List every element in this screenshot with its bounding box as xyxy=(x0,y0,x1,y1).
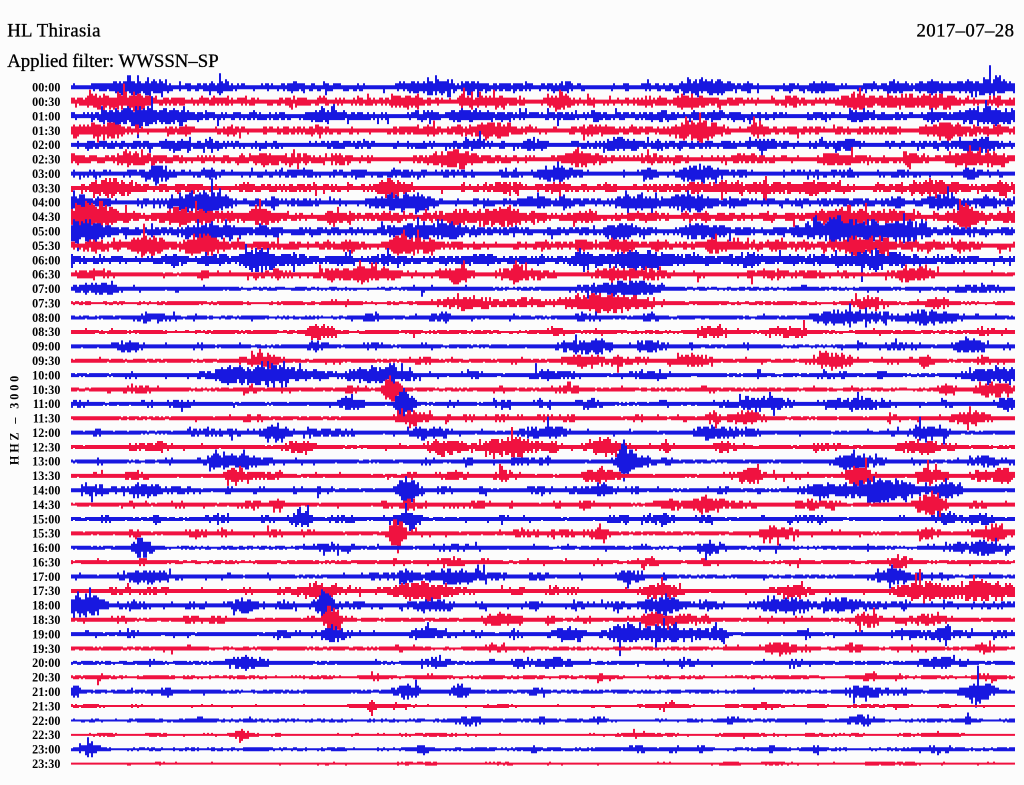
svg-text:03:00: 03:00 xyxy=(32,167,60,181)
svg-text:09:00: 09:00 xyxy=(32,340,60,354)
svg-text:04:00: 04:00 xyxy=(32,196,60,210)
svg-text:10:30: 10:30 xyxy=(32,383,60,397)
svg-text:13:00: 13:00 xyxy=(32,455,60,469)
svg-text:16:30: 16:30 xyxy=(32,555,60,569)
svg-text:HHZ – 3000: HHZ – 3000 xyxy=(7,373,21,465)
svg-text:20:30: 20:30 xyxy=(32,671,60,685)
svg-text:12:30: 12:30 xyxy=(32,440,60,454)
svg-text:06:30: 06:30 xyxy=(32,268,60,282)
svg-text:11:00: 11:00 xyxy=(33,397,61,411)
svg-text:17:30: 17:30 xyxy=(32,584,60,598)
svg-text:12:00: 12:00 xyxy=(32,426,60,440)
svg-text:22:30: 22:30 xyxy=(32,728,60,742)
svg-text:00:30: 00:30 xyxy=(32,95,60,109)
svg-text:03:30: 03:30 xyxy=(32,181,60,195)
svg-text:10:00: 10:00 xyxy=(32,368,60,382)
svg-text:23:00: 23:00 xyxy=(32,743,60,757)
svg-text:08:30: 08:30 xyxy=(32,325,60,339)
svg-text:02:30: 02:30 xyxy=(32,153,60,167)
svg-text:14:00: 14:00 xyxy=(32,484,60,498)
svg-text:00:00: 00:00 xyxy=(32,81,60,95)
svg-text:01:00: 01:00 xyxy=(32,109,60,123)
svg-text:15:00: 15:00 xyxy=(32,512,60,526)
svg-text:19:30: 19:30 xyxy=(32,642,60,656)
svg-text:04:30: 04:30 xyxy=(32,210,60,224)
svg-text:18:00: 18:00 xyxy=(32,599,60,613)
svg-text:HL Thirasia: HL Thirasia xyxy=(7,21,101,42)
svg-text:05:00: 05:00 xyxy=(32,225,60,239)
svg-text:07:30: 07:30 xyxy=(32,296,60,310)
svg-text:01:30: 01:30 xyxy=(32,124,60,138)
svg-text:21:30: 21:30 xyxy=(32,699,60,713)
svg-text:21:00: 21:00 xyxy=(32,685,60,699)
svg-text:11:30: 11:30 xyxy=(33,412,61,426)
svg-text:06:00: 06:00 xyxy=(32,253,60,267)
svg-text:05:30: 05:30 xyxy=(32,239,60,253)
svg-text:14:30: 14:30 xyxy=(32,498,60,512)
svg-text:17:00: 17:00 xyxy=(32,570,60,584)
svg-text:02:00: 02:00 xyxy=(32,138,60,152)
svg-text:20:00: 20:00 xyxy=(32,656,60,670)
svg-text:22:00: 22:00 xyxy=(32,714,60,728)
svg-text:07:00: 07:00 xyxy=(32,282,60,296)
svg-text:2017–07–28: 2017–07–28 xyxy=(916,21,1014,42)
svg-text:23:30: 23:30 xyxy=(32,757,60,771)
svg-text:08:00: 08:00 xyxy=(32,311,60,325)
svg-text:09:30: 09:30 xyxy=(32,354,60,368)
svg-text:19:00: 19:00 xyxy=(32,627,60,641)
svg-text:18:30: 18:30 xyxy=(32,613,60,627)
svg-text:Applied filter: WWSSN–SP: Applied filter: WWSSN–SP xyxy=(7,51,218,72)
svg-text:15:30: 15:30 xyxy=(32,527,60,541)
svg-text:16:00: 16:00 xyxy=(32,541,60,555)
svg-text:13:30: 13:30 xyxy=(32,469,60,483)
